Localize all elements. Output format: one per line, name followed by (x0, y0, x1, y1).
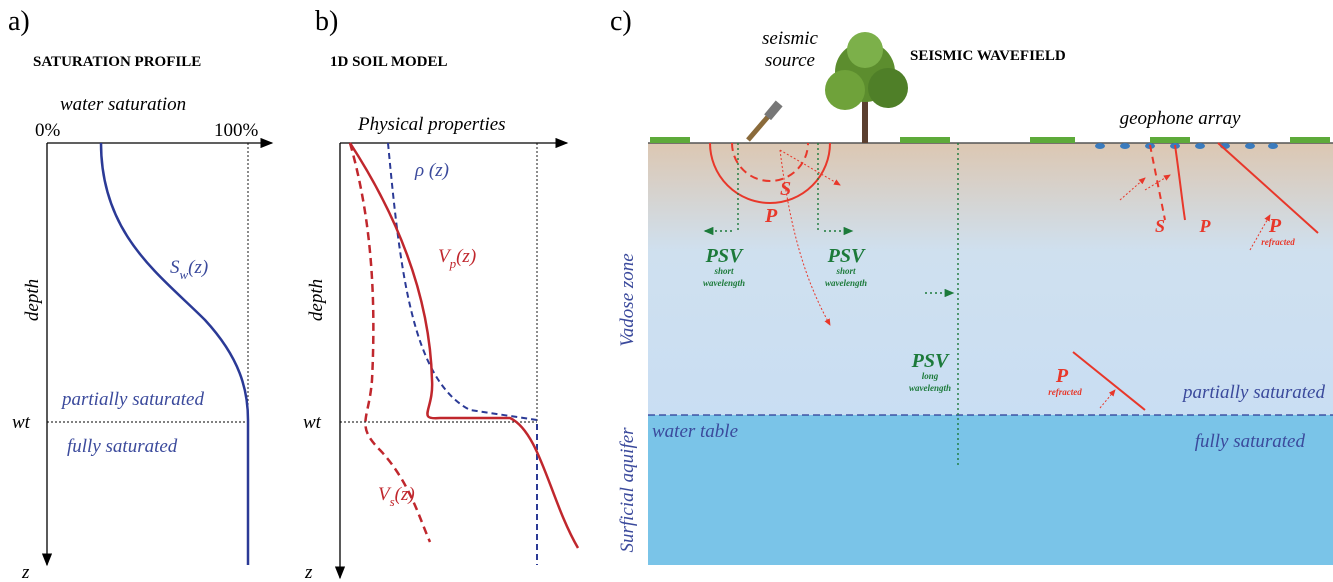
wave-name: PSV (827, 245, 866, 267)
panel-label: a) (8, 6, 30, 37)
y-end: z (21, 562, 30, 582)
wt-label: wt (12, 412, 31, 433)
panel-title: SATURATION PROFILE (33, 54, 201, 70)
panel-c: c) SEISMIC WAVEFIELD seismic source ge (610, 6, 1333, 565)
zone-label: partially saturated (60, 389, 204, 410)
curve-label: Vp(z) (438, 246, 476, 271)
arg: (z) (395, 484, 415, 505)
wave-note: short (713, 266, 734, 276)
x-tick: 100% (214, 120, 259, 141)
x-tick: 0% (35, 120, 61, 141)
arg: (z) (188, 257, 208, 278)
symbol: ρ (414, 160, 424, 181)
panel-label: b) (315, 6, 338, 37)
zone-label: fully saturated (67, 436, 178, 457)
wave-name: P (1055, 365, 1069, 387)
source-label: seismic (762, 28, 819, 49)
geophone-label: geophone array (1120, 108, 1241, 129)
zone-label: partially saturated (1181, 382, 1325, 403)
panel-label: c) (610, 6, 632, 37)
wave-note: short (835, 266, 856, 276)
wave-name: P (1268, 215, 1282, 237)
saturation-curve (101, 143, 248, 565)
wave-name: P (764, 205, 778, 227)
vs-curve (350, 143, 430, 542)
curve-label: Sw(z) (170, 257, 208, 282)
wave-name: S (1155, 216, 1165, 236)
zone-label: fully saturated (1195, 431, 1306, 452)
wave-name: PSV (911, 350, 950, 372)
wave-note: long (922, 371, 939, 381)
wave-note: refracted (1261, 237, 1295, 247)
wave-note: wavelength (703, 278, 745, 288)
y-end: z (304, 562, 313, 582)
wt-label: wt (303, 412, 322, 433)
wave-note: refracted (1048, 387, 1082, 397)
symbol: S (170, 257, 180, 278)
panel-b: b) 1D SOIL MODEL Physical properties dep… (303, 6, 578, 582)
panel-title: 1D SOIL MODEL (330, 54, 448, 70)
curve-label: Vs(z) (378, 484, 415, 509)
zone-label: Surficial aquifer (617, 427, 638, 553)
curve-label: ρ (z) (414, 160, 449, 181)
wave-note: wavelength (909, 383, 951, 393)
x-axis-label: Physical properties (357, 114, 506, 135)
arg: (z) (456, 246, 476, 267)
wave-name: PSV (705, 245, 744, 267)
subscript: w (180, 267, 189, 282)
hammer (748, 101, 783, 140)
wave-name: P (1199, 216, 1212, 236)
y-axis-label: depth (22, 279, 43, 321)
source-label: source (765, 50, 815, 71)
wave-name: S (780, 178, 791, 200)
wave-note: wavelength (825, 278, 867, 288)
figure: a) SATURATION PROFILE water saturation 0… (0, 0, 1333, 582)
y-axis-label: depth (306, 279, 327, 321)
arg: (z) (424, 160, 449, 181)
tree (825, 32, 908, 143)
panel-a: a) SATURATION PROFILE water saturation 0… (8, 6, 272, 582)
panel-title: SEISMIC WAVEFIELD (910, 48, 1066, 64)
x-axis-label: water saturation (60, 94, 186, 115)
vadose-zone (648, 143, 1333, 415)
zone-label: Vadose zone (617, 253, 638, 346)
water-table-label: water table (652, 421, 738, 442)
